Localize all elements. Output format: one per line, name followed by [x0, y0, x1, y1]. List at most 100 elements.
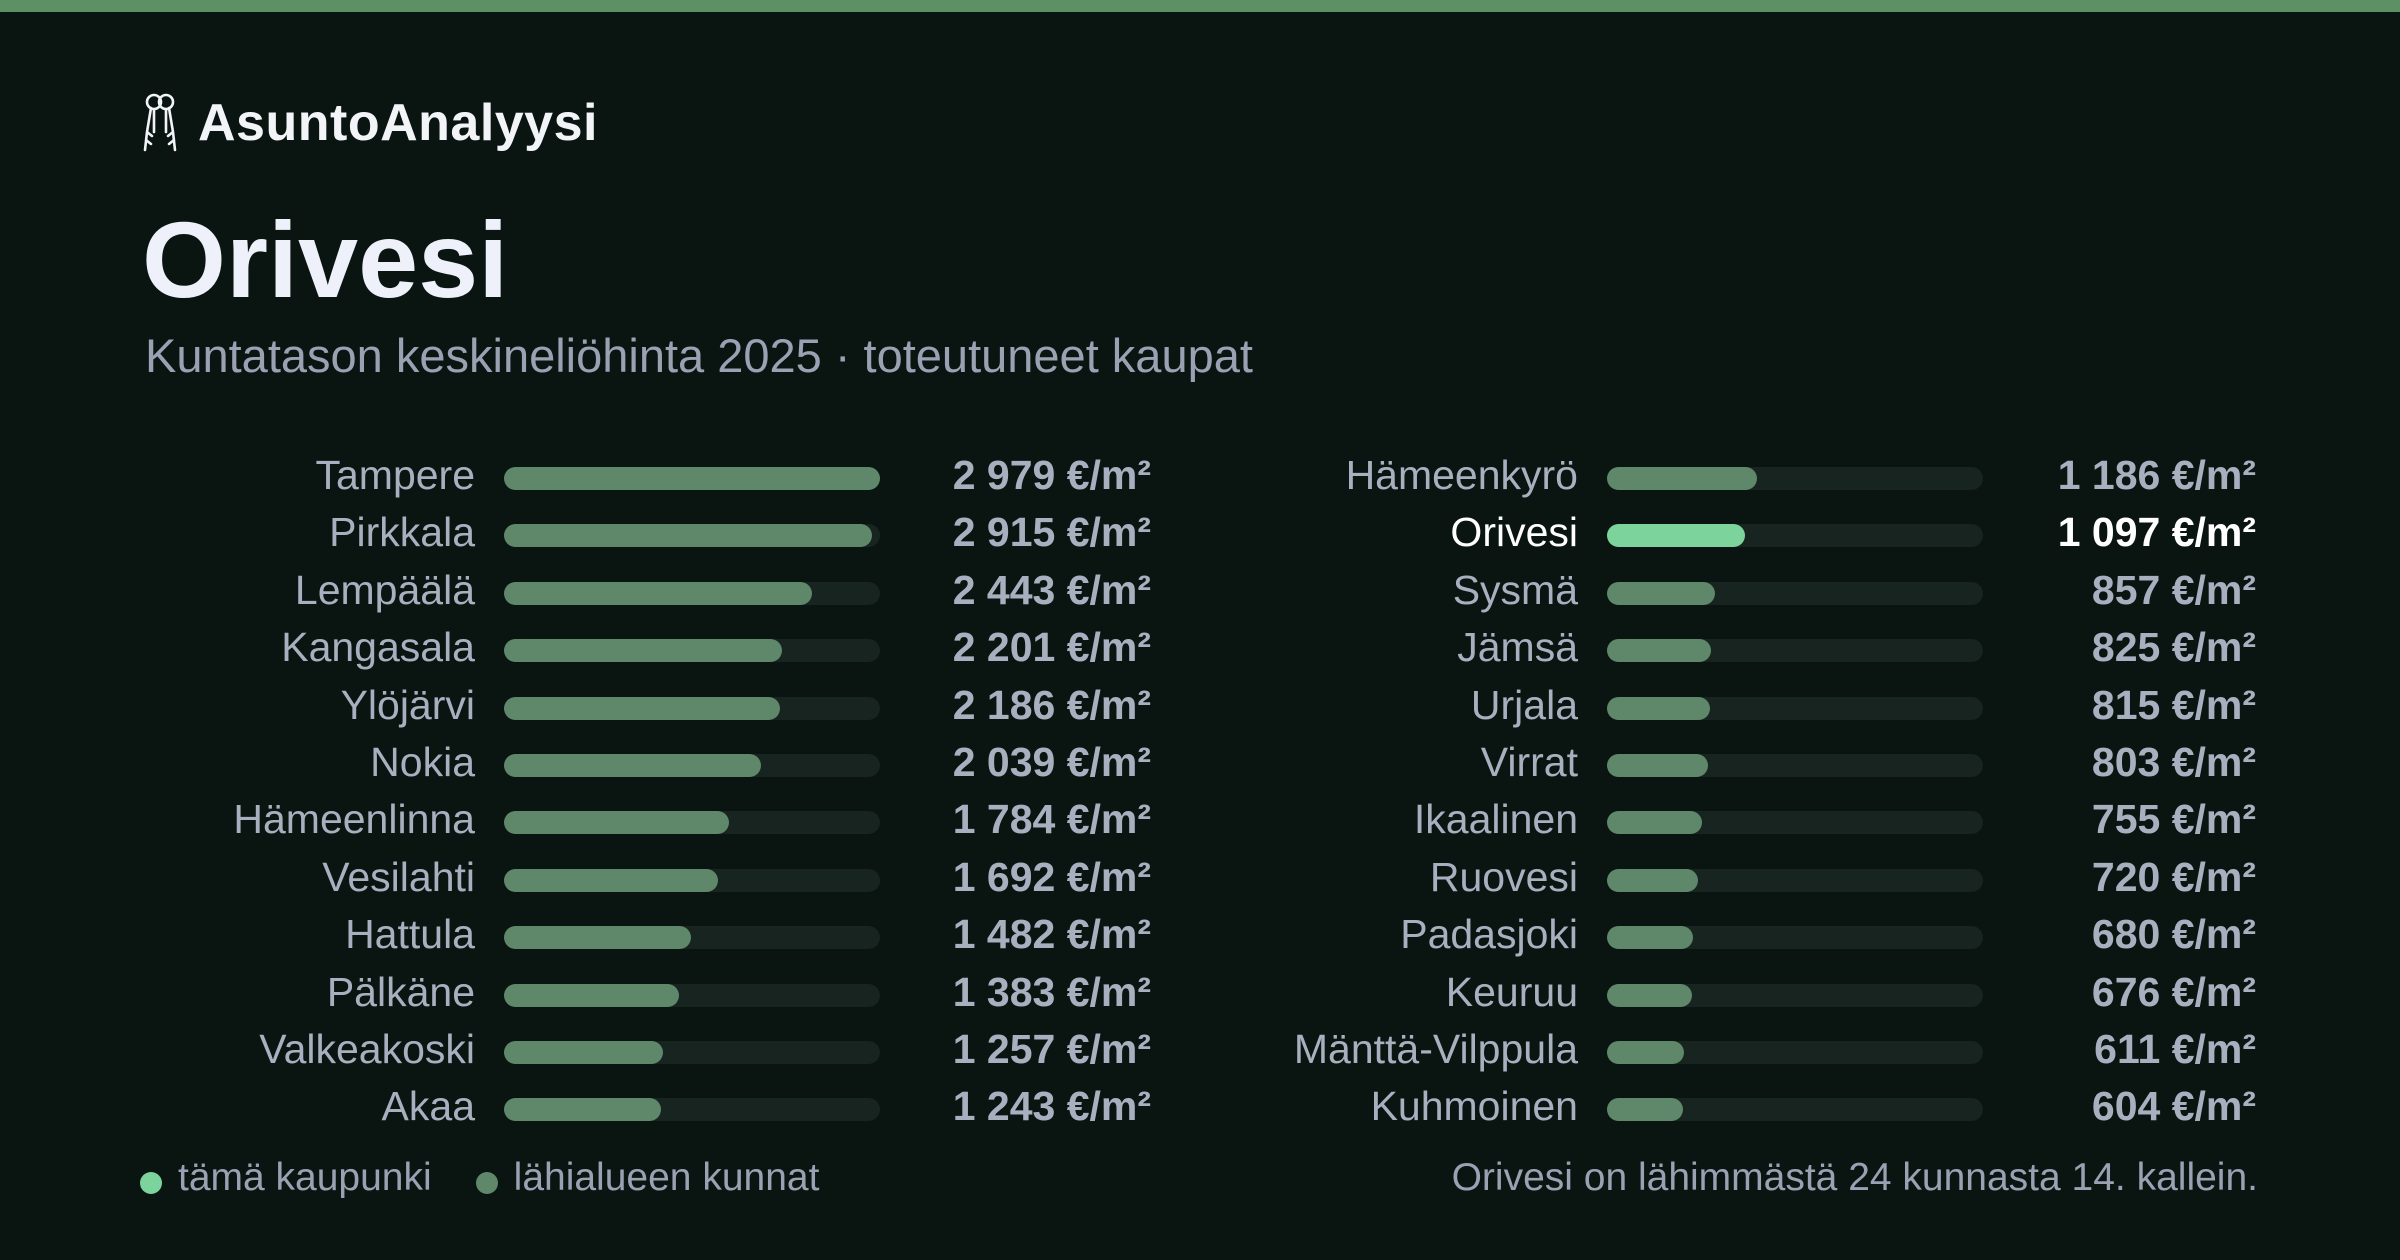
bar-value-label: 1 186 €/m²	[2057, 452, 2256, 498]
legend: tämä kaupunki lähialueen kunnat	[140, 1150, 819, 1206]
bar	[504, 581, 813, 605]
bar-category-label: Hattula	[345, 911, 475, 958]
bar-value-label: 680 €/m²	[2091, 911, 2256, 958]
bar-track	[1607, 868, 1983, 892]
bar-category-label: Pirkkala	[329, 509, 475, 556]
bar-category-label: Ylöjärvi	[340, 681, 475, 728]
bar-value-label: 1 257 €/m²	[952, 1026, 1151, 1072]
bar-row: Keuruu 676 €/m²	[0, 967, 2400, 1017]
bar-category-label: Vesilahti	[322, 853, 475, 900]
bar	[504, 696, 780, 720]
bar-row: Vesilahti 1 692 €/m²	[0, 852, 2400, 902]
bar-category-label: Ruovesi	[1429, 853, 1578, 900]
bar-track	[504, 639, 880, 663]
bar-row: Hämeenkyrö 1 186 €/m²	[0, 450, 2400, 500]
bar-category-label: Nokia	[370, 739, 475, 785]
bar	[1607, 868, 1698, 892]
bar-track	[504, 581, 880, 605]
bar	[1607, 754, 1709, 777]
bar-value-label: 720 €/m²	[2091, 853, 2256, 900]
bar	[504, 754, 762, 777]
bar-category-label: Pälkäne	[326, 968, 475, 1015]
bar-track	[1607, 983, 1983, 1007]
bar-track	[504, 926, 880, 950]
bar	[1607, 581, 1716, 605]
bar-row: Jämsä 825 €/m²	[0, 622, 2400, 672]
bar-category-label: Mänttä-Vilppula	[1293, 1026, 1578, 1072]
bar-value-label: 1 692 €/m²	[952, 853, 1151, 900]
bar-row: Lempäälä 2 443 €/m²	[0, 565, 2400, 615]
bar-track	[1607, 754, 1983, 777]
bar-track	[1607, 639, 1983, 663]
bar	[1607, 696, 1710, 720]
bar-track	[1607, 524, 1983, 548]
bar-track	[504, 754, 880, 777]
bar-category-label: Ikaalinen	[1413, 796, 1578, 843]
bar-category-label: Urjala	[1470, 681, 1578, 728]
legend-area-swatch	[475, 1172, 498, 1194]
bar-value-label: 857 €/m²	[2091, 566, 2256, 613]
bar-row: Sysmä 857 €/m²	[0, 565, 2400, 615]
bar	[1607, 467, 1757, 490]
bar-track	[1607, 811, 1983, 835]
page-subtitle: Kuntatason keskineliöhinta 2025 · toteut…	[145, 329, 1253, 382]
bar-category-label: Jämsä	[1457, 624, 1578, 671]
bar	[1607, 1041, 1685, 1064]
bar-track	[1607, 1098, 1983, 1122]
bar-row: Kangasala 2 201 €/m²	[0, 622, 2400, 672]
bar	[1607, 524, 1746, 548]
legend-city-label: tämä kaupunki	[178, 1156, 432, 1199]
bar-row: Ruovesi 720 €/m²	[0, 852, 2400, 902]
bar	[504, 1098, 661, 1122]
bar-category-label: Tampere	[315, 452, 475, 498]
bar-category-label: Kangasala	[281, 624, 475, 671]
bar-row: Virrat 803 €/m²	[0, 737, 2400, 787]
top-accent-bar	[0, 0, 2400, 12]
bar	[1607, 983, 1693, 1007]
bar-value-label: 2 979 €/m²	[952, 452, 1151, 498]
bar-value-label: 2 039 €/m²	[952, 739, 1151, 785]
bar-category-label: Hämeenlinna	[233, 796, 475, 843]
bar-value-label: 825 €/m²	[2091, 624, 2256, 671]
bar-value-label: 2 915 €/m²	[952, 509, 1151, 556]
bar-row: Hattula 1 482 €/m²	[0, 909, 2400, 959]
bar	[504, 983, 679, 1007]
bar-row: Hämeenlinna 1 784 €/m²	[0, 794, 2400, 844]
bar-row: Ikaalinen 755 €/m²	[0, 794, 2400, 844]
bar-row: Urjala 815 €/m²	[0, 680, 2400, 730]
bar-category-label: Padasjoki	[1400, 911, 1578, 958]
bar-category-label: Virrat	[1480, 739, 1578, 785]
bar-row: Orivesi 1 097 €/m²	[0, 507, 2400, 557]
bar-track	[504, 983, 880, 1007]
bar	[504, 1041, 663, 1064]
bar-category-label: Kuhmoinen	[1370, 1083, 1578, 1130]
bar-row: Tampere 2 979 €/m²	[0, 450, 2400, 500]
bar-category-label: Lempäälä	[294, 566, 475, 613]
bar	[1607, 811, 1703, 835]
bar-track	[504, 524, 880, 548]
legend-city-swatch	[140, 1172, 162, 1194]
bar-category-label: Keuruu	[1445, 968, 1578, 1015]
bar-row: Nokia 2 039 €/m²	[0, 737, 2400, 787]
bar-row: Akaa 1 243 €/m²	[0, 1081, 2400, 1131]
keys-icon	[140, 92, 180, 154]
bar-value-label: 815 €/m²	[2091, 681, 2256, 728]
brand[interactable]: AsuntoAnalyysi	[140, 88, 598, 158]
bar-value-label: 2 201 €/m²	[952, 624, 1151, 671]
bar-track	[504, 1041, 880, 1064]
bar-track	[1607, 581, 1983, 605]
bar-category-label: Akaa	[381, 1083, 475, 1130]
bar-value-label: 2 443 €/m²	[952, 566, 1151, 613]
bar-track	[504, 696, 880, 720]
bar-row: Ylöjärvi 2 186 €/m²	[0, 680, 2400, 730]
bar	[1607, 1098, 1684, 1122]
brand-name: AsuntoAnalyysi	[198, 94, 598, 152]
bar-track	[504, 868, 880, 892]
bar-row: Padasjoki 680 €/m²	[0, 909, 2400, 959]
bar-track	[504, 811, 880, 835]
page-title: Orivesi	[142, 199, 509, 320]
rank-note: Orivesi on lähimmästä 24 kunnasta 14. ka…	[1451, 1156, 2258, 1199]
bar-value-label: 803 €/m²	[2091, 739, 2256, 785]
bar-row: Mänttä-Vilppula 611 €/m²	[0, 1024, 2400, 1074]
bar-value-label: 2 186 €/m²	[952, 681, 1151, 728]
